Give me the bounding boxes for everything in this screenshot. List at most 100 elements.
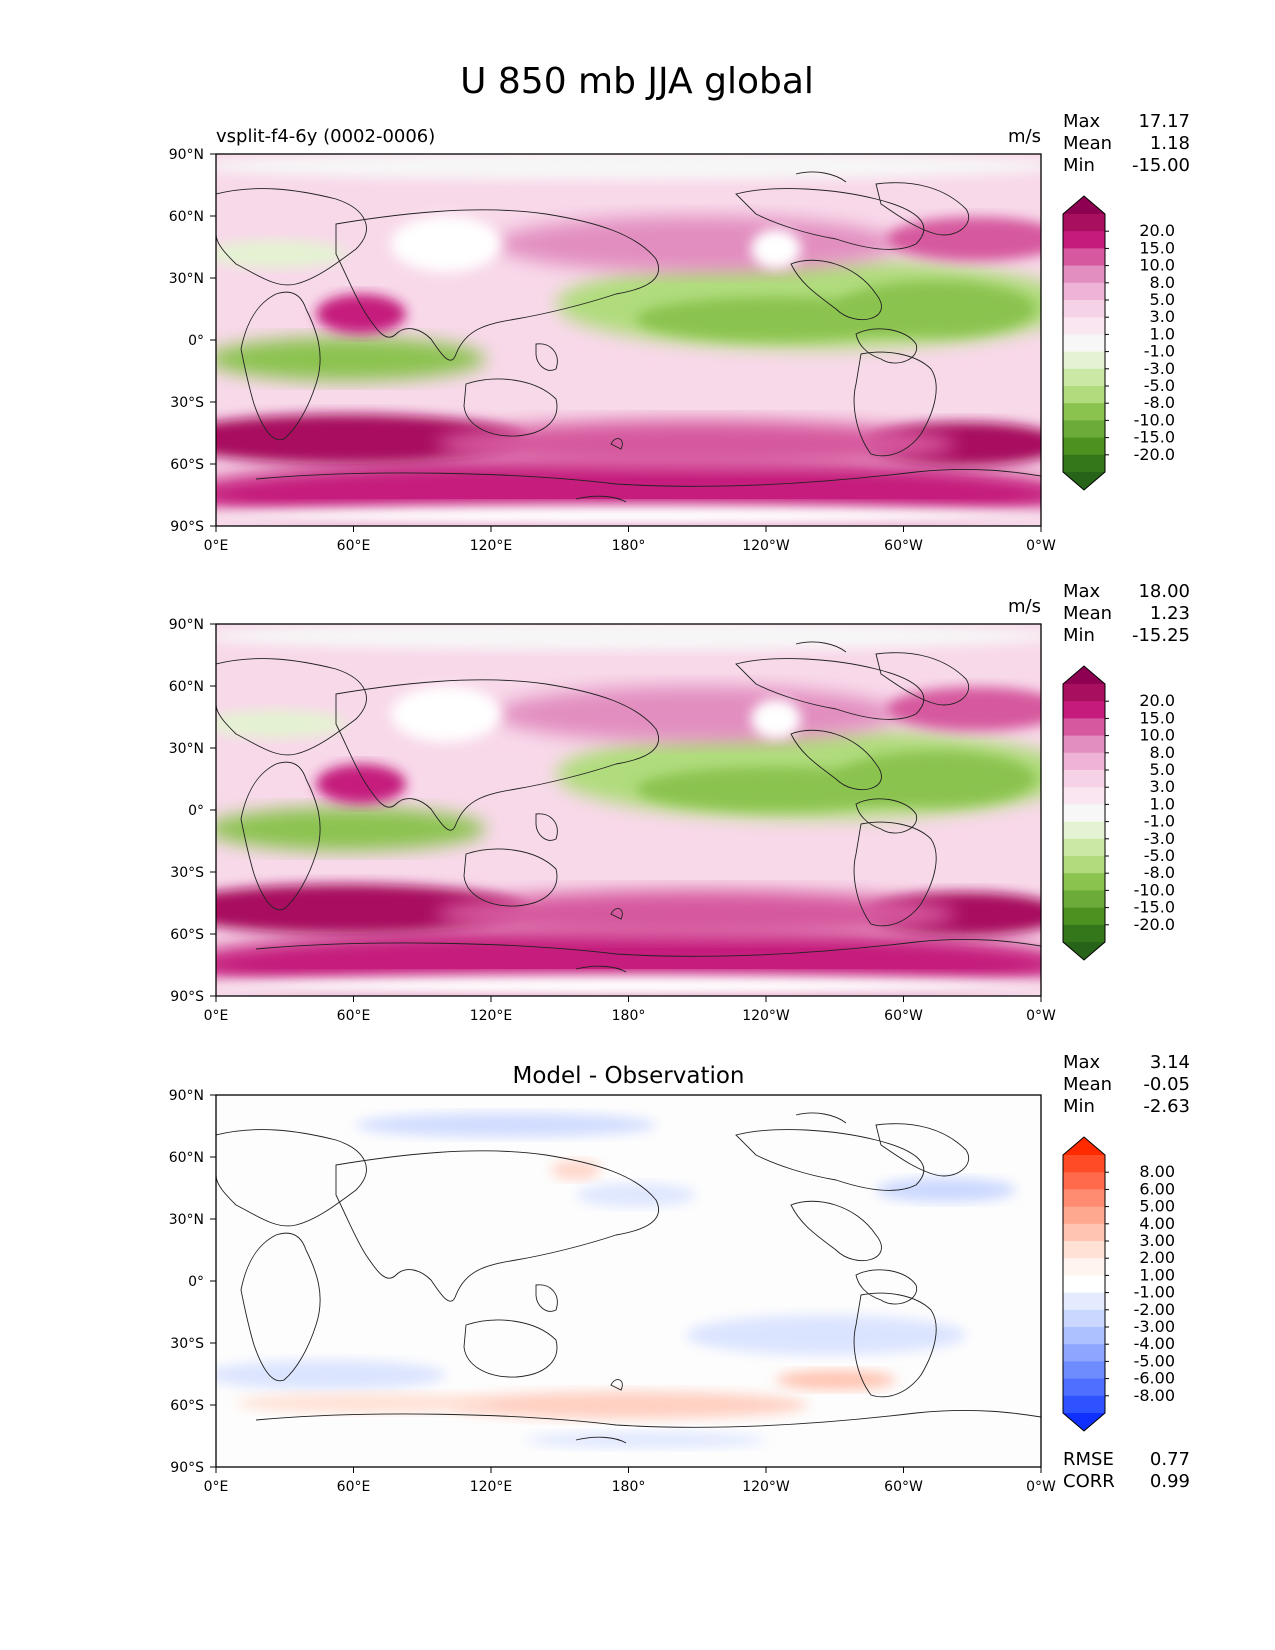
stat-label-mean: Mean (1063, 1074, 1112, 1095)
colorbar-swatch (1063, 317, 1105, 335)
stat-label-mean: Mean (1063, 603, 1112, 624)
colorbar-label: 8.0 (1150, 273, 1175, 292)
panel-units: m/s (1008, 126, 1041, 147)
colorbar-label: -10.0 (1134, 410, 1175, 429)
x-tick-label: 0°E (204, 1479, 229, 1495)
colorbar-swatch (1063, 351, 1105, 370)
panel-test: 0°E 60°E 120°E 180° 120°W 60°W 0°W 90°N 60°N 30°N… (169, 111, 1190, 554)
stat-value-mean: 1.18 (1150, 133, 1190, 154)
colorbar-swatch (1063, 907, 1105, 926)
colorbar-extend-top (1063, 666, 1105, 684)
panel-units: m/s (1008, 596, 1041, 617)
y-tick-label: 0° (188, 1274, 204, 1290)
x-tick-label: 0°W (1026, 538, 1056, 554)
colorbar-swatch (1063, 821, 1105, 840)
panel-left-title: vsplit-f4-6y (0002-0006) (216, 126, 435, 147)
colorbar-swatch (1063, 1361, 1105, 1380)
y-tick-label: 0° (188, 333, 204, 349)
colorbar-swatch (1063, 214, 1105, 232)
x-tick-label: 180° (612, 1479, 646, 1495)
stat-value-max: 17.17 (1138, 111, 1190, 132)
colorbar-label: 3.0 (1150, 307, 1175, 326)
colorbar-label: -8.0 (1144, 863, 1175, 882)
y-tick-label: 90°N (169, 147, 204, 163)
x-tick-label: 120°W (742, 1479, 790, 1495)
y-tick-label: 90°N (169, 1088, 204, 1104)
colorbar-swatch (1063, 735, 1105, 754)
colorbar-label: 1.00 (1139, 1265, 1175, 1284)
colorbar-swatch (1063, 403, 1105, 421)
stat-value-mean: -0.05 (1143, 1074, 1190, 1095)
y-tick-label: 30°N (169, 741, 204, 757)
colorbar-swatch (1063, 787, 1105, 805)
colorbar-label: -20.0 (1134, 915, 1175, 934)
stat-label-mean: Mean (1063, 133, 1112, 154)
colorbar-swatch (1063, 334, 1105, 353)
colorbar-swatch (1063, 300, 1105, 318)
colorbar-label: 15.0 (1139, 238, 1175, 257)
colorbar-swatch (1063, 282, 1105, 301)
colorbar-swatch (1063, 1395, 1105, 1414)
colorbar-label: -6.00 (1134, 1369, 1175, 1388)
y-tick-label: 60°N (169, 1150, 204, 1166)
colorbar-extend-bottom (1063, 472, 1105, 490)
colorbar-label: 20.0 (1139, 221, 1175, 240)
stat-label-rmse: RMSE (1063, 1449, 1114, 1470)
stat-value-mean: 1.23 (1150, 603, 1190, 624)
colorbar-swatch (1063, 1275, 1105, 1294)
stat-value-rmse: 0.77 (1150, 1449, 1190, 1470)
y-tick-label: 90°S (170, 519, 204, 535)
colorbar-label: -2.00 (1134, 1300, 1175, 1319)
figure-title: U 850 mb JJA global (460, 61, 814, 102)
colorbar-swatch (1063, 1189, 1105, 1208)
colorbar-swatch (1063, 1378, 1105, 1397)
colorbar-label: 3.00 (1139, 1231, 1175, 1250)
colorbar-label: 8.00 (1139, 1162, 1175, 1181)
x-tick-label: 180° (612, 538, 646, 554)
x-tick-label: 0°W (1026, 1479, 1056, 1495)
colorbar-label: -5.00 (1134, 1351, 1175, 1370)
stat-label-min: Min (1063, 625, 1095, 646)
y-tick-label: 90°S (170, 989, 204, 1005)
colorbar-swatch (1063, 1258, 1105, 1276)
colorbar-swatch (1063, 231, 1105, 249)
colorbar-label: -1.0 (1144, 342, 1175, 361)
x-tick-label: 60°W (884, 1479, 923, 1495)
colorbar-label: -1.00 (1134, 1283, 1175, 1302)
colorbar-label: 5.0 (1150, 760, 1175, 779)
colorbar-swatch (1063, 265, 1105, 284)
x-tick-label: 60°E (337, 1008, 371, 1024)
colorbar-swatch (1063, 804, 1105, 823)
colorbar-swatch (1063, 386, 1105, 404)
colorbar-swatch (1063, 770, 1105, 788)
colorbar-swatch (1063, 1292, 1105, 1311)
y-tick-label: 90°N (169, 617, 204, 633)
y-tick-label: 60°S (170, 927, 204, 943)
colorbar-label: 20.0 (1139, 691, 1175, 710)
colorbar-swatch (1063, 924, 1105, 943)
y-tick-label: 30°S (170, 1336, 204, 1352)
colorbar-swatch (1063, 420, 1105, 439)
colorbar-swatch (1063, 1223, 1105, 1242)
panel-difference: 0°E 60°E 120°E 180° 120°W 60°W 0°W 90°N 60°N 30°N… (169, 1052, 1190, 1495)
colorbar-extend-bottom (1063, 1413, 1105, 1431)
colorbar-label: 3.0 (1150, 777, 1175, 796)
colorbar-label: 8.0 (1150, 743, 1175, 762)
stat-value-min: -15.00 (1132, 155, 1190, 176)
colorbar-label: -3.00 (1134, 1317, 1175, 1336)
x-tick-label: 120°E (470, 1479, 513, 1495)
colorbar-label: -3.0 (1144, 829, 1175, 848)
x-tick-label: 120°W (742, 538, 790, 554)
x-tick-label: 180° (612, 1008, 646, 1024)
stat-label-max: Max (1063, 111, 1101, 132)
colorbar-swatch (1063, 437, 1105, 456)
colorbar-swatch (1063, 701, 1105, 719)
stat-value-max: 18.00 (1138, 581, 1190, 602)
x-tick-label: 60°W (884, 1008, 923, 1024)
y-tick-label: 30°S (170, 395, 204, 411)
stat-value-corr: 0.99 (1150, 1471, 1190, 1492)
colorbar-label: -5.0 (1144, 376, 1175, 395)
stat-label-min: Min (1063, 155, 1095, 176)
colorbar-label: 1.0 (1150, 794, 1175, 813)
colorbar-label: 5.00 (1139, 1197, 1175, 1216)
